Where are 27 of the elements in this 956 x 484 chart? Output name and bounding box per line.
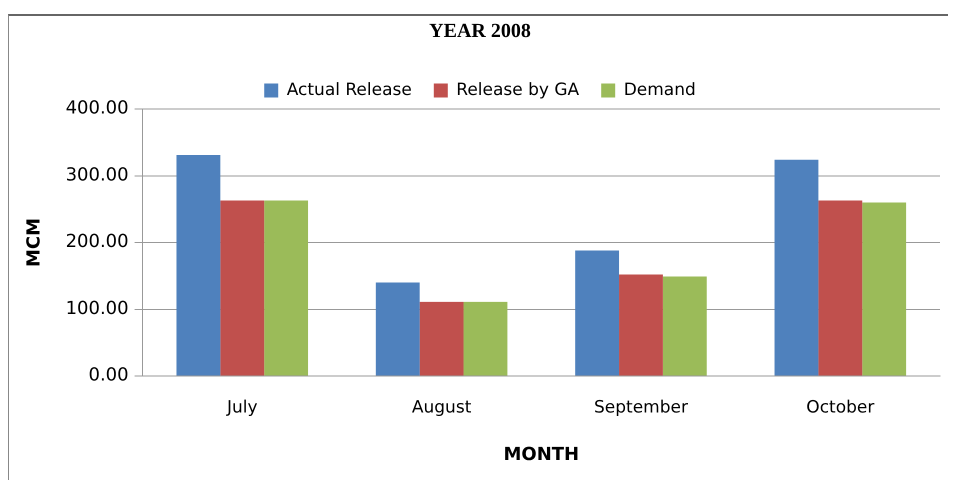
chart-title: YEAR 2008 [429,20,531,42]
x-tick-label: September [594,398,688,418]
x-tick-label: October [806,398,874,418]
bar [176,155,220,376]
y-tick-label: 400.00 [66,98,129,119]
bar [264,200,308,376]
bar [774,160,818,376]
x-tick-label: July [226,398,258,418]
legend-label: Release by GA [456,80,580,100]
bar [464,302,508,376]
bar [420,302,464,376]
bar [862,202,906,376]
bar [575,250,620,376]
legend-label: Actual Release [286,80,412,100]
y-tick-label: 300.00 [66,164,129,186]
y-tick-label: 100.00 [66,298,129,319]
x-axis-title: MONTH [503,444,580,465]
bar [818,200,862,376]
bar [619,274,663,376]
x-tick-label: August [412,398,472,418]
bar [662,276,707,376]
bar [220,200,264,376]
bar [376,282,420,376]
y-tick-label: 0.00 [88,364,129,386]
legend-label: Demand [624,80,696,100]
y-axis-title: MCM [23,218,44,268]
y-tick-label: 200.00 [66,231,129,252]
